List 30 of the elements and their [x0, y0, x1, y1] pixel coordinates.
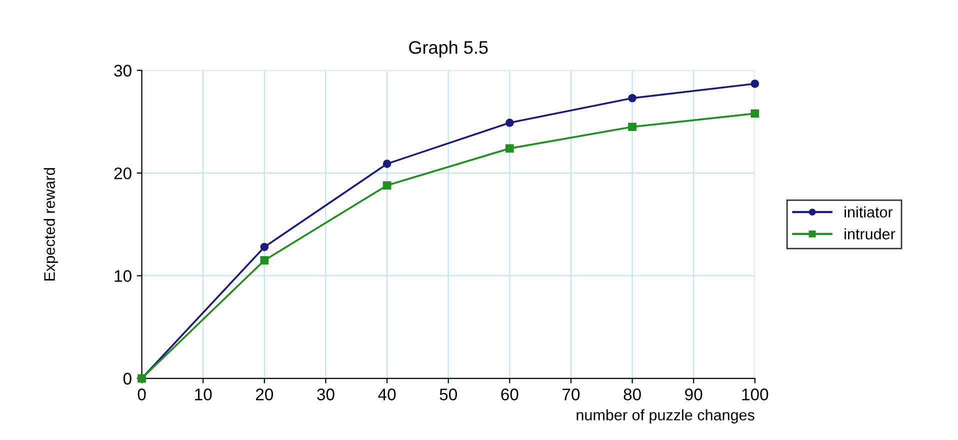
x-tick-label: 100 [742, 388, 768, 400]
legend-label: intruder [844, 228, 896, 240]
point [750, 109, 760, 118]
legend-label: initiator [844, 206, 893, 218]
y-tick-label: 10 [114, 270, 132, 282]
x-axis-title: number of puzzle changes [576, 409, 754, 424]
x-tick-label: 10 [195, 388, 212, 400]
y-axis-title: Expected reward [44, 168, 58, 280]
chart-title: Graph 5.5 [409, 40, 488, 58]
x-tick-label: 60 [501, 388, 518, 400]
point [628, 94, 636, 102]
point [260, 256, 269, 264]
x-tick-label: 50 [440, 388, 457, 400]
point [382, 160, 392, 168]
y-tick-label: 30 [114, 64, 132, 77]
y-tick-label: 0 [123, 372, 132, 385]
point [750, 80, 760, 88]
point [628, 122, 636, 132]
x-tick-label: 30 [317, 388, 334, 400]
x-tick-label: 0 [138, 388, 146, 400]
point [382, 181, 392, 190]
point [260, 242, 269, 252]
point [505, 144, 514, 153]
x-tick-label: 80 [624, 388, 641, 400]
x-tick-label: 40 [378, 388, 396, 400]
x-tick-label: 90 [685, 388, 702, 400]
point [505, 118, 514, 127]
x-tick-label: 20 [256, 388, 274, 400]
x-tick-label: 70 [562, 388, 580, 400]
y-tick-label: 20 [114, 167, 132, 180]
